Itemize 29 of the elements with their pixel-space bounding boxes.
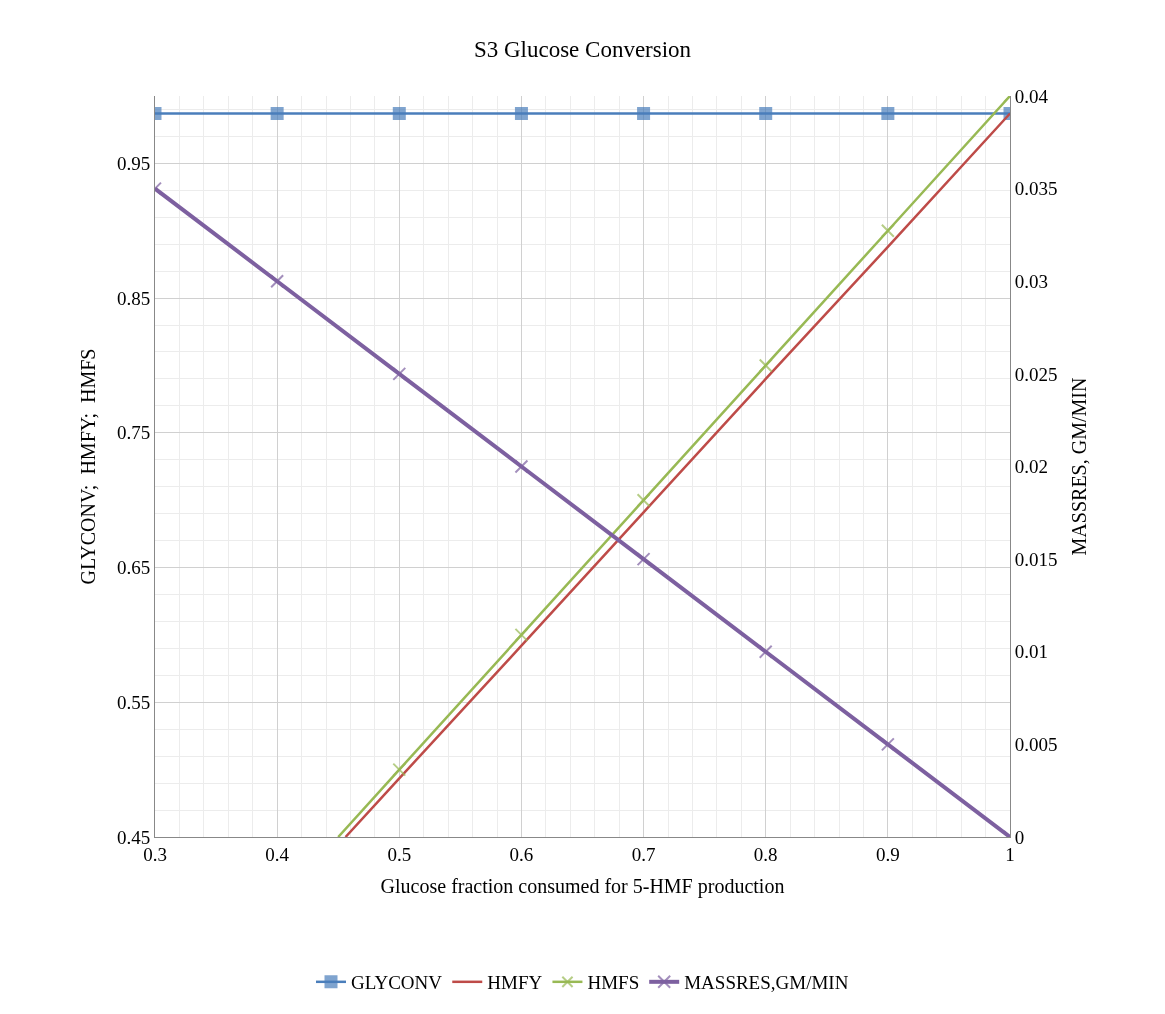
y-tick-label: 0.65 <box>116 557 151 579</box>
y-axis-title: GLYCONV; HMFY; HMFS <box>77 348 100 585</box>
legend-label: MASSRES,GM/MIN <box>684 972 849 994</box>
x-tick-label: 0.4 <box>265 843 290 865</box>
x-axis-title: Glucose fraction consumed for 5-HMF production <box>380 875 785 899</box>
y2-axis-title: MASSRES, GM/MIN <box>1068 377 1091 556</box>
y2-tick-label: 0 <box>1014 826 1025 848</box>
legend-label: GLYCONV <box>351 972 443 994</box>
legend-label: HMFS <box>587 972 640 994</box>
x-tick-label: 0.6 <box>509 843 534 865</box>
y2-tick-label: 0.03 <box>1014 270 1049 292</box>
y2-tick-label: 0.04 <box>1014 85 1049 107</box>
x-tick-label: 0.9 <box>875 843 900 865</box>
x-tick-label: 0.8 <box>753 843 778 865</box>
y2-tick-label: 0.02 <box>1014 456 1049 478</box>
y-tick-label: 0.95 <box>116 153 151 175</box>
legend-label: HMFY <box>487 972 543 994</box>
y2-tick-label: 0.025 <box>1014 363 1058 385</box>
x-tick-label: 1 <box>1005 843 1015 865</box>
y2-tick-label: 0.01 <box>1014 641 1049 663</box>
x-tick-label: 0.7 <box>631 843 656 865</box>
y2-tick-label: 0.015 <box>1014 548 1058 570</box>
x-tick-label: 0.5 <box>387 843 412 865</box>
y-tick-label: 0.55 <box>116 691 151 713</box>
y-tick-label: 0.75 <box>116 422 151 444</box>
y-tick-label: 0.85 <box>116 287 151 309</box>
y2-tick-label: 0.005 <box>1014 734 1058 756</box>
chart-title: S3 Glucose Conversion <box>473 36 692 62</box>
y2-tick-label: 0.035 <box>1014 178 1058 200</box>
